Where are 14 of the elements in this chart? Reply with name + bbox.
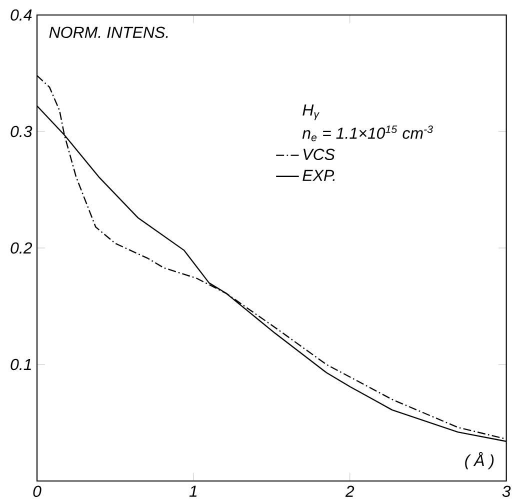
y-axis-title: NORM. INTENS. <box>49 26 168 38</box>
x-tick-label: 1 <box>189 486 197 497</box>
y-tick-label: 0.4 <box>10 9 32 21</box>
y-tick-label: 0.3 <box>10 126 32 138</box>
annotation: n$_{e}$ = 1.1×10$^{15}$ cm$^{-3}$ <box>302 125 433 142</box>
x-tick-label: 2 <box>345 486 354 497</box>
y-tick-label: 0.1 <box>10 358 31 370</box>
y-tick-label: 0.2 <box>10 242 32 254</box>
x-tick-label: 0 <box>33 486 42 498</box>
x-axis-title: ( Å ) <box>465 452 494 470</box>
legend-label: VCS <box>304 148 335 160</box>
legend-title: H$_{γ}$ <box>302 104 320 120</box>
x-tick-label: 3 <box>502 486 511 498</box>
legend-label: EXP. <box>302 170 335 181</box>
